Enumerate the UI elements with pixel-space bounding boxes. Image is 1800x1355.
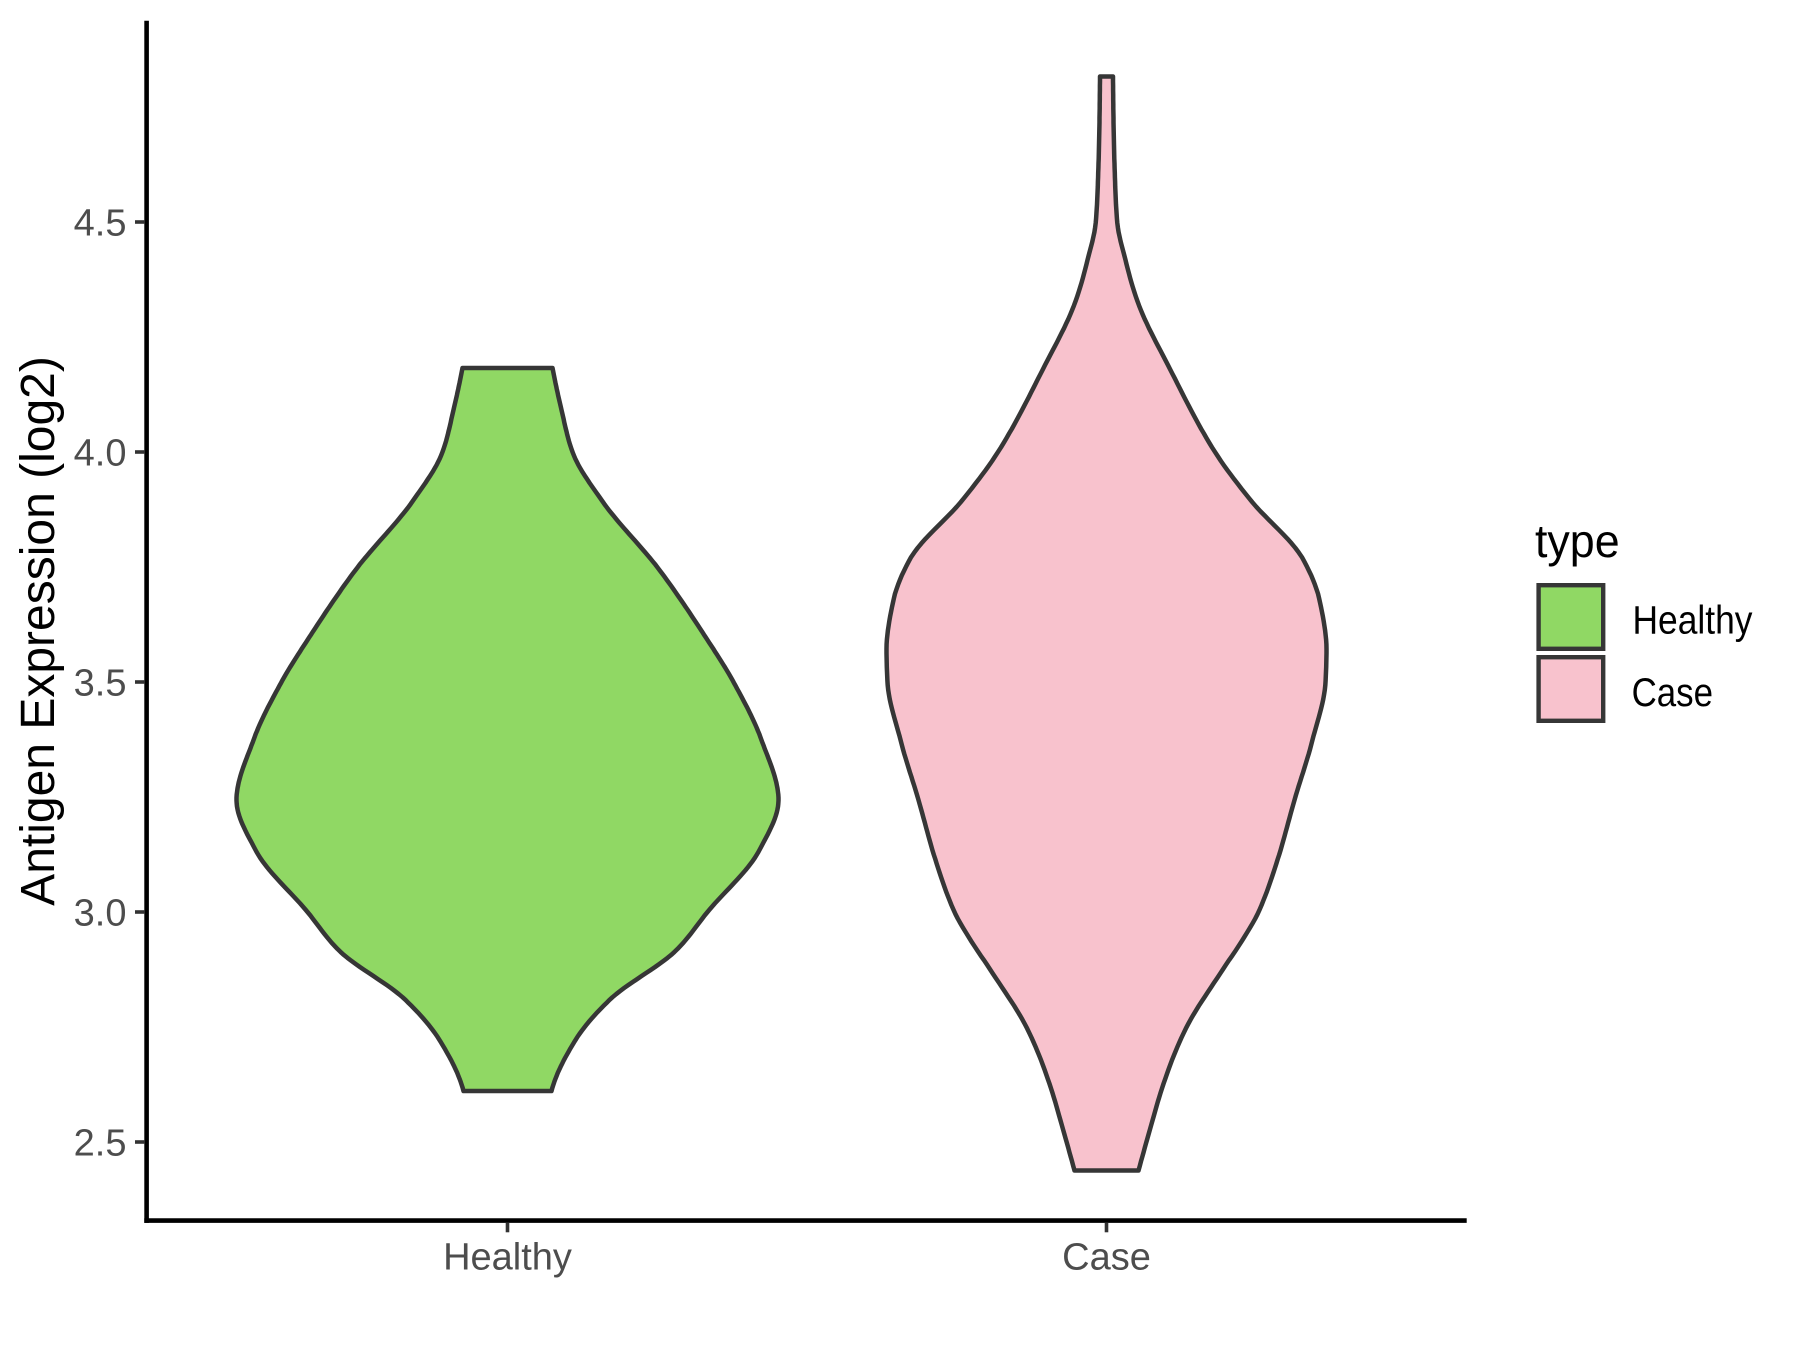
svg-text:type: type xyxy=(1535,515,1620,567)
svg-text:3.5: 3.5 xyxy=(74,663,127,705)
svg-text:Antigen Expression (log2): Antigen Expression (log2) xyxy=(12,356,65,906)
svg-text:2.5: 2.5 xyxy=(74,1123,127,1165)
svg-text:Case: Case xyxy=(1062,1237,1151,1279)
svg-text:4.0: 4.0 xyxy=(74,433,127,475)
svg-text:3.0: 3.0 xyxy=(74,893,127,935)
svg-text:Healthy: Healthy xyxy=(443,1237,572,1279)
svg-text:4.5: 4.5 xyxy=(74,203,127,245)
svg-text:Case: Case xyxy=(1632,671,1713,715)
svg-text:Healthy: Healthy xyxy=(1633,599,1753,643)
